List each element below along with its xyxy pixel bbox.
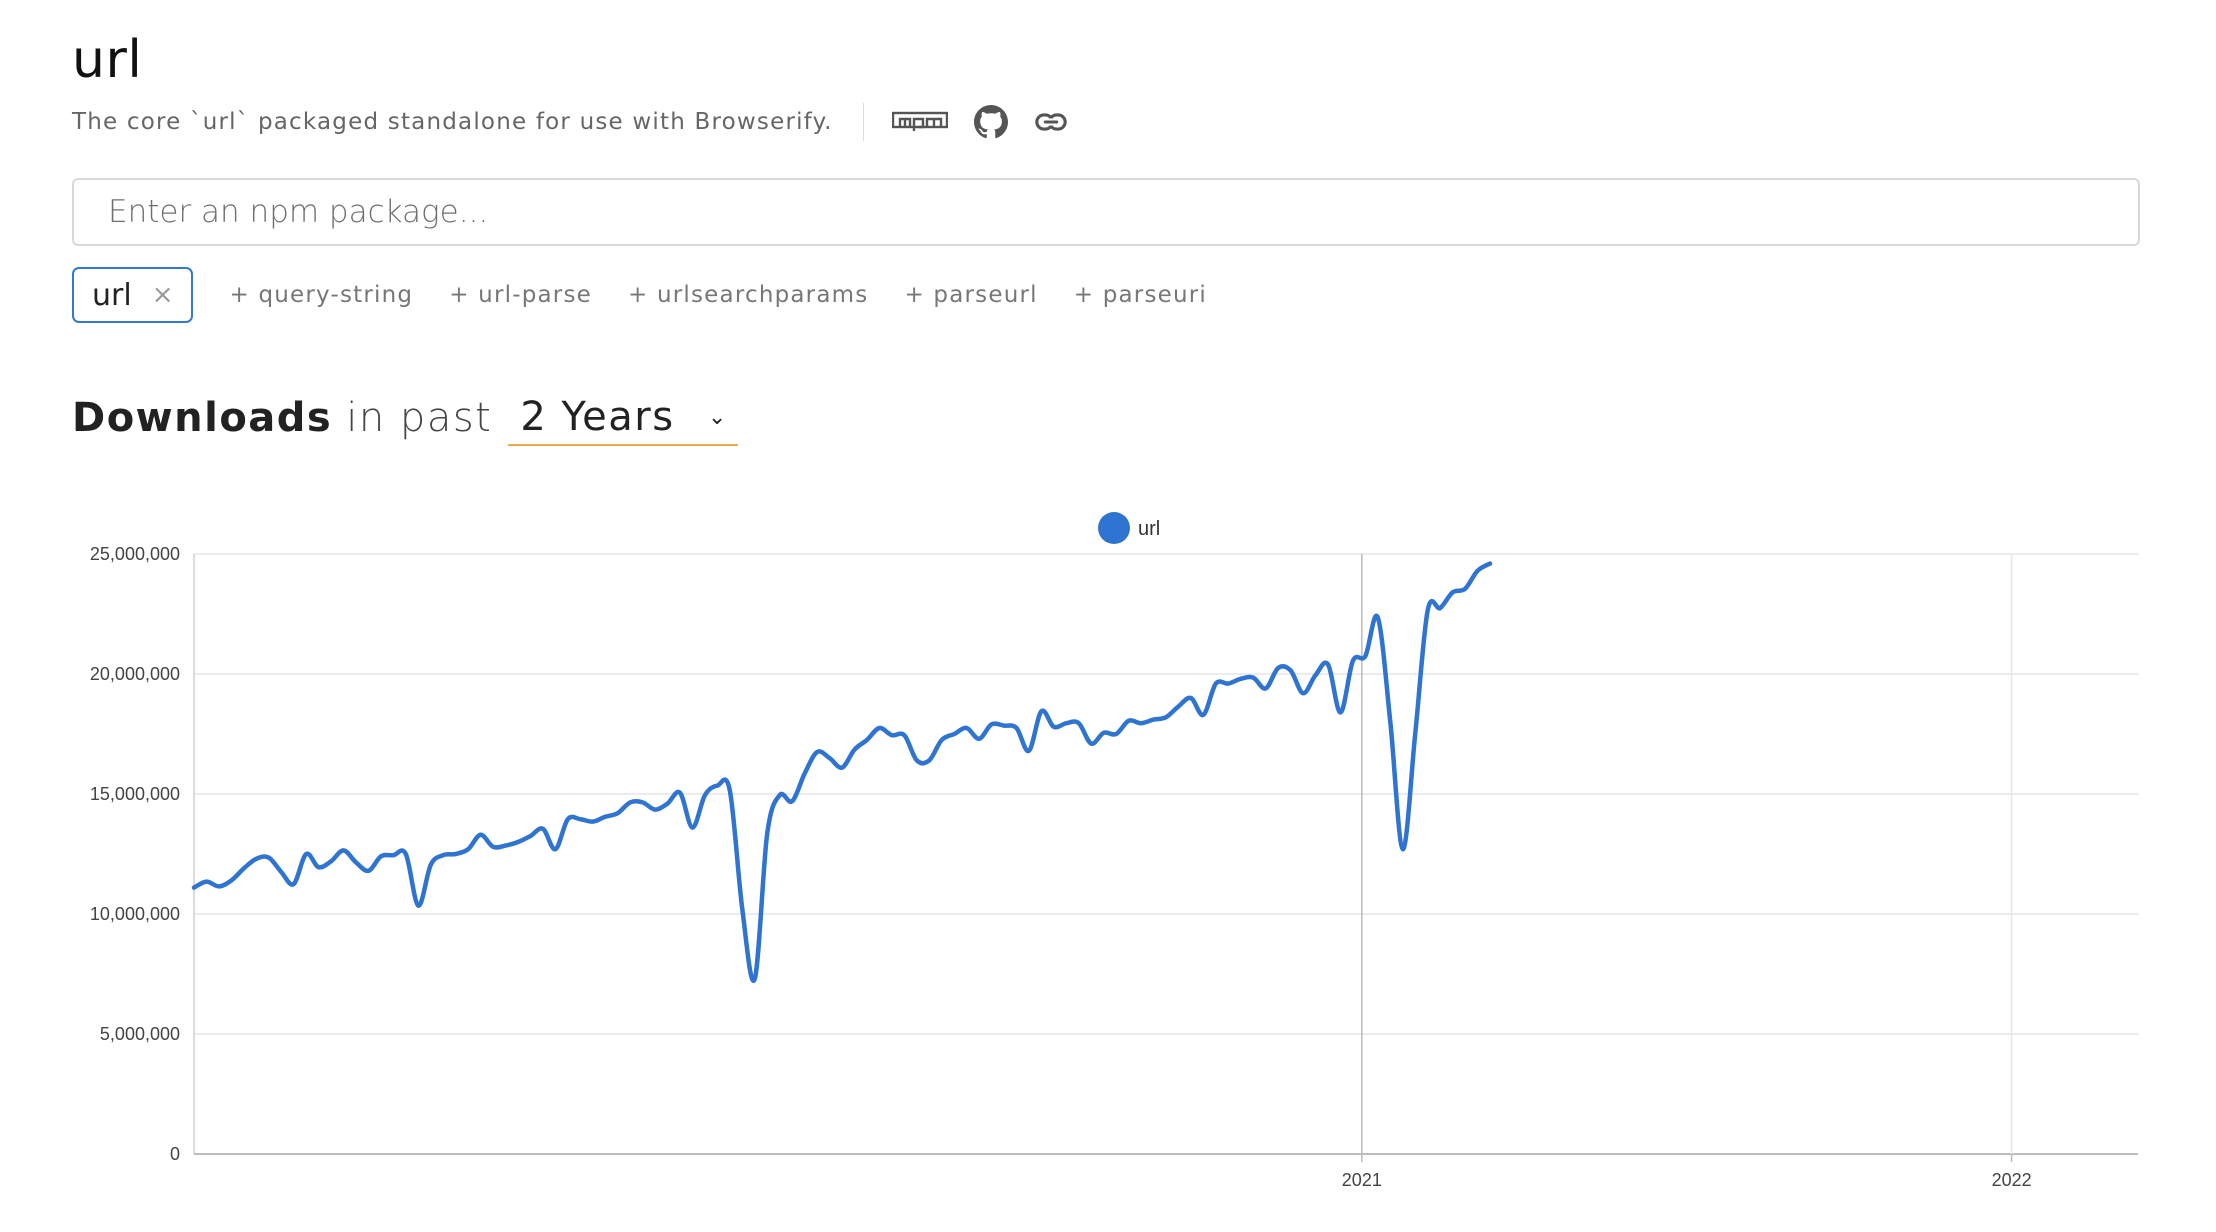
- package-info-row: The core `url` packaged standalone for u…: [72, 100, 1068, 144]
- suggestion-parseuri[interactable]: + parseuri: [1073, 282, 1208, 308]
- in-past-label: in past: [346, 395, 493, 441]
- package-title: url: [72, 30, 143, 90]
- suggestion-parseurl[interactable]: + parseurl: [904, 282, 1038, 308]
- chip-label: url: [92, 277, 132, 313]
- suggestion-url-parse[interactable]: + url-parse: [449, 282, 592, 308]
- package-description: The core `url` packaged standalone for u…: [72, 109, 833, 135]
- y-tick-label: 10,000,000: [90, 904, 180, 924]
- y-tick-label: 15,000,000: [90, 784, 180, 804]
- downloads-chart: 0 5,000,000 10,000,000 15,000,000 20,000,000…: [90, 512, 2138, 1190]
- search-input[interactable]: [72, 178, 2140, 246]
- npm-logo-icon[interactable]: [891, 111, 948, 133]
- period-value: 2 Years: [520, 394, 675, 440]
- package-links: [891, 105, 1068, 139]
- link-icon[interactable]: [1034, 105, 1068, 139]
- selected-package-chip[interactable]: url ×: [72, 267, 194, 323]
- x-tick-label: 2021: [1342, 1170, 1382, 1190]
- downloads-header: Downloads in past 2 Years ⌄: [72, 388, 739, 448]
- suggestion-query-string[interactable]: + query-string: [229, 282, 414, 308]
- downloads-label: Downloads: [72, 395, 333, 441]
- period-select[interactable]: 2 Years ⌄: [508, 390, 739, 446]
- x-tick-label: 2022: [1992, 1170, 2032, 1190]
- y-tick-label: 20,000,000: [90, 664, 180, 684]
- y-tick-label: 25,000,000: [90, 544, 180, 564]
- github-icon[interactable]: [973, 105, 1008, 139]
- y-tick-label: 5,000,000: [100, 1024, 180, 1044]
- series-line-url: [191, 561, 1493, 984]
- remove-chip-icon[interactable]: ×: [151, 280, 174, 310]
- legend-marker: [1098, 512, 1130, 544]
- legend-label: url: [1138, 518, 1160, 540]
- package-tags: url × + query-string + url-parse + urlse…: [72, 265, 1243, 325]
- chevron-down-icon: ⌄: [707, 404, 727, 429]
- y-tick-label: 0: [170, 1144, 180, 1164]
- suggestion-urlsearchparams[interactable]: + urlsearchparams: [627, 282, 869, 308]
- divider: [862, 103, 864, 141]
